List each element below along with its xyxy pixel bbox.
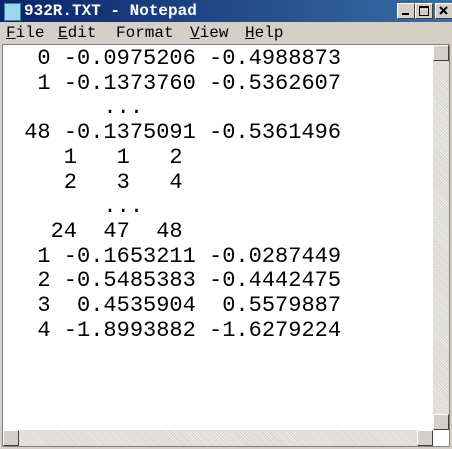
text-line: 4 -1.8993882 -1.6279224: [11, 317, 342, 343]
menu-item[interactable]: File: [6, 24, 45, 42]
menu-item[interactable]: Format: [116, 24, 174, 42]
text-line: ...: [11, 194, 144, 220]
text-line: ...: [11, 95, 144, 121]
title-bar: 932R.TXT - Notepad: [0, 0, 452, 22]
document-text: 0 -0.0975206 -0.4988873 1 -0.1373760 -0.…: [11, 46, 342, 343]
text-line: 48 -0.1375091 -0.5361496: [11, 120, 342, 146]
scroll-down[interactable]: [433, 414, 449, 430]
app-icon: [4, 3, 21, 21]
maximize-button[interactable]: [415, 3, 433, 19]
text-line: 3 0.4535904 0.5579887: [11, 293, 342, 319]
scroll-right[interactable]: [417, 430, 433, 446]
text-line: 2 3 4: [11, 169, 183, 195]
text-area[interactable]: 0 -0.0975206 -0.4988873 1 -0.1373760 -0.…: [2, 44, 450, 447]
minimize-button[interactable]: [397, 3, 415, 19]
horizontal-scrollbar[interactable]: [3, 430, 433, 446]
menu-item[interactable]: Edit: [58, 24, 97, 42]
text-line: 1 -0.1653211 -0.0287449: [11, 243, 342, 269]
scroll-left[interactable]: [3, 430, 19, 446]
window-title: 932R.TXT - Notepad: [24, 2, 197, 20]
text-line: 24 47 48: [11, 218, 183, 244]
text-line: 1 -0.1373760 -0.5362607: [11, 70, 342, 96]
vertical-scrollbar[interactable]: [433, 45, 449, 430]
text-line: 2 -0.5485383 -0.4442475: [11, 268, 342, 294]
menu-item[interactable]: Help: [245, 24, 284, 42]
text-line: 0 -0.0975206 -0.4988873: [11, 46, 342, 71]
menu-item[interactable]: View: [190, 24, 229, 42]
scroll-up[interactable]: [433, 45, 449, 61]
menu-bar: File Edit Format View Help: [0, 22, 452, 44]
close-button[interactable]: [435, 3, 452, 19]
close-icon: [439, 6, 448, 15]
text-line: 1 1 2: [11, 144, 183, 170]
